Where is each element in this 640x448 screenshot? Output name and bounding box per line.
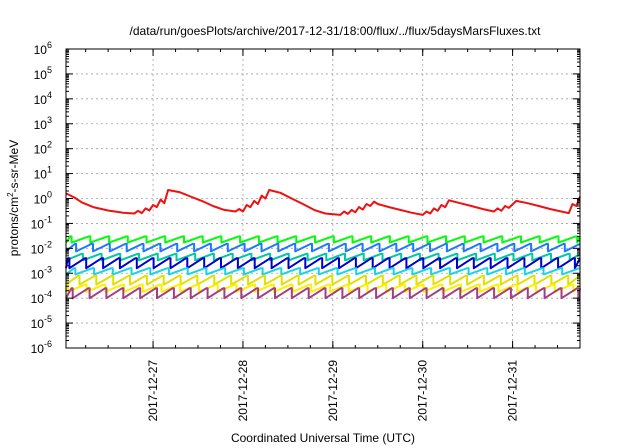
chart-title: /data/run/goesPlots/archive/2017-12-31/1…	[130, 24, 542, 38]
y-tick-label: 104	[34, 90, 52, 107]
y-axis-label: protons/cm2-s-sr-MeV	[6, 140, 21, 256]
series-line-4	[65, 252, 581, 262]
y-tick-label: 10-6	[31, 339, 52, 356]
y-tick-label: 103	[34, 115, 52, 132]
y-tick-label: 100	[34, 190, 52, 207]
series-line-1	[65, 189, 581, 216]
x-axis-label: Coordinated Universal Time (UTC)	[231, 431, 415, 445]
y-axis-label-unit: protons/cm	[7, 197, 21, 256]
series-line-7	[65, 274, 581, 286]
y-axis-label-rest: -s-sr-MeV	[7, 140, 21, 193]
y-tick-label: 105	[34, 65, 52, 82]
series-line-6	[65, 267, 580, 276]
y-tick-label: 10-1	[31, 214, 52, 231]
y-tick-label: 10-5	[31, 314, 52, 331]
series-line-3	[65, 242, 581, 253]
y-tick-label: 106	[34, 40, 52, 57]
y-axis-label-exponent: 2	[6, 192, 15, 197]
series-line-9	[65, 287, 581, 300]
x-tick-label: 2017-12-28	[236, 360, 250, 422]
y-tick-label: 102	[34, 140, 52, 157]
x-tick-label: 2017-12-31	[506, 360, 520, 422]
x-tick-label: 2017-12-30	[416, 360, 430, 422]
series-line-8	[65, 283, 581, 293]
series-line-5	[65, 257, 581, 270]
y-tick-label: 10-3	[31, 264, 52, 281]
x-tick-label: 2017-12-27	[146, 360, 160, 422]
x-tick-label: 2017-12-29	[326, 360, 340, 422]
y-tick-label: 10-4	[31, 289, 52, 306]
series-layer	[65, 189, 581, 300]
y-tick-label: 101	[34, 165, 52, 182]
series-line-2	[65, 235, 581, 244]
grid	[66, 49, 580, 348]
axis-ticks: 10-6 10-5 10-4 10-3 10-2 10-1 100 101 102 103 104 1…	[31, 40, 580, 421]
y-tick-label: 10-2	[31, 239, 52, 256]
